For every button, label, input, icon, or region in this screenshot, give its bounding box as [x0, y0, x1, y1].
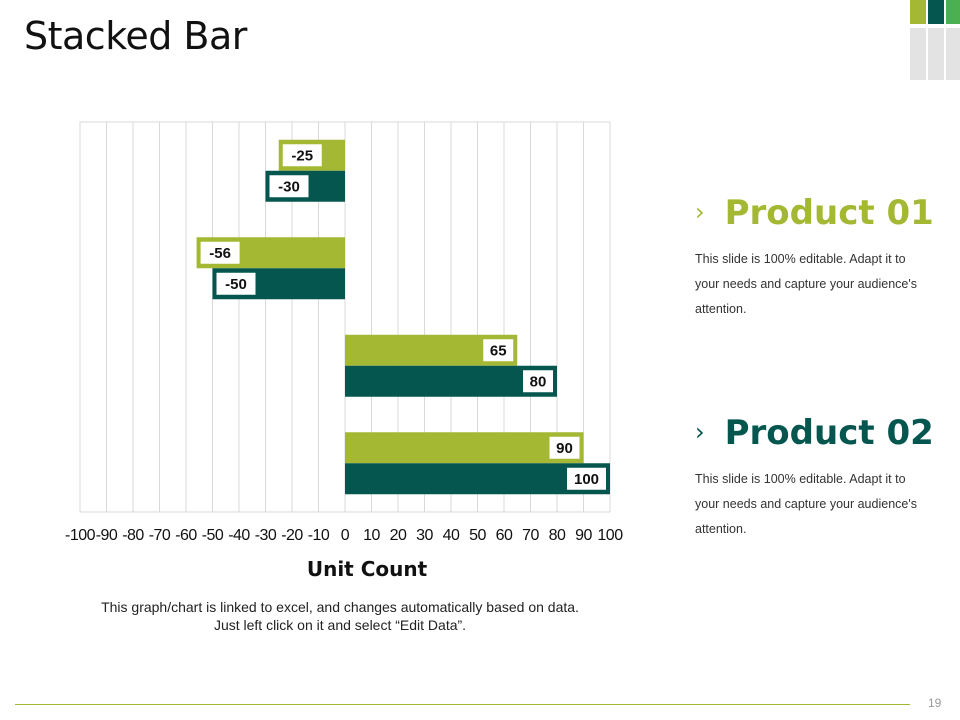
data-label: 80	[530, 373, 547, 390]
chevron-right-icon: ›	[695, 198, 705, 226]
x-tick-label: 0	[341, 527, 350, 544]
data-label: 65	[490, 342, 507, 359]
page-number: 19	[928, 696, 942, 710]
data-label-box	[483, 339, 514, 362]
x-tick-label: -90	[96, 527, 118, 544]
x-tick-label: 20	[390, 527, 407, 544]
data-label: 90	[556, 440, 573, 457]
x-tick-label: 80	[549, 527, 566, 544]
chevron-right-icon: ›	[695, 418, 705, 446]
product-01-name: Product 01	[724, 193, 934, 233]
data-label: -25	[291, 147, 313, 164]
bar-product-02-1	[345, 463, 610, 495]
x-tick-label: 70	[522, 527, 539, 544]
x-tick-label: -50	[202, 527, 224, 544]
data-label-box	[549, 436, 580, 459]
corner-decoration-bar-2	[928, 0, 944, 80]
product-02-name: Product 02	[724, 413, 934, 453]
data-label: -50	[225, 276, 247, 293]
x-tick-label: 100	[597, 527, 623, 544]
data-label: -30	[278, 178, 300, 195]
x-axis-title: Unit Count	[307, 557, 428, 581]
data-label-box	[269, 175, 309, 198]
x-tick-label: 10	[363, 527, 380, 544]
footer-divider	[15, 704, 910, 705]
chart-caption-line-2: Just left click on it and select “Edit D…	[213, 617, 467, 633]
x-tick-label: -100	[65, 527, 96, 544]
chart-caption: This graph/chart is linked to excel, and…	[60, 598, 620, 634]
x-tick-label: 40	[443, 527, 460, 544]
product-02-heading: › Product 02	[695, 413, 934, 453]
bar-product-02-2	[345, 365, 557, 397]
x-tick-label: -20	[281, 527, 303, 544]
x-tick-label: 90	[575, 527, 592, 544]
data-label-box	[200, 241, 240, 264]
x-tick-label: -80	[122, 527, 144, 544]
corner-decoration-bar-3	[946, 0, 960, 80]
x-tick-label: -70	[149, 527, 171, 544]
slide-title: Stacked Bar	[24, 14, 247, 58]
data-label-box	[216, 272, 256, 295]
corner-decoration-bar-1	[910, 0, 926, 80]
x-tick-label: -40	[228, 527, 250, 544]
x-tick-label: 50	[469, 527, 486, 544]
product-01-heading: › Product 01	[695, 193, 934, 233]
data-label: -56	[209, 245, 231, 262]
product-01-description: This slide is 100% editable. Adapt it to…	[695, 252, 917, 316]
x-tick-label: -60	[175, 527, 197, 544]
x-tick-label: -30	[255, 527, 277, 544]
chart-caption-line-1: This graph/chart is linked to excel, and…	[101, 599, 579, 615]
x-tick-label: 30	[416, 527, 433, 544]
product-02-description: This slide is 100% editable. Adapt it to…	[695, 472, 917, 536]
data-label-box	[523, 370, 553, 393]
data-label-box	[567, 467, 606, 490]
bar-product-01-1	[345, 432, 584, 464]
x-tick-label: 60	[496, 527, 513, 544]
x-tick-label: -10	[308, 527, 330, 544]
data-label: 100	[574, 471, 599, 488]
data-label-box	[282, 144, 322, 167]
